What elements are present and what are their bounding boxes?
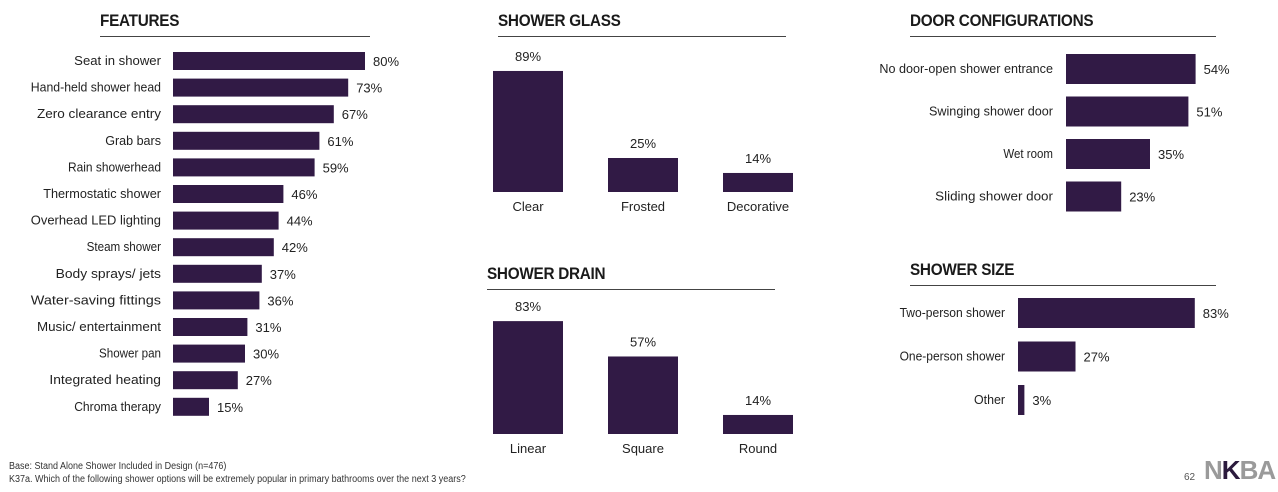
door-config-label: Swinging shower door	[929, 104, 1054, 119]
features-label: Seat in shower	[74, 53, 161, 68]
shower-size-value: 27%	[1084, 350, 1110, 365]
shower-drain-label: Square	[622, 441, 664, 456]
shower-glass-title: SHOWER GLASS	[498, 11, 786, 37]
door-config-bar	[1066, 139, 1150, 169]
features-bar	[173, 78, 349, 97]
shower-glass-label: Clear	[512, 199, 544, 214]
features-bar	[173, 131, 320, 150]
features-label: Rain showerhead	[68, 159, 161, 174]
features-value: 67%	[342, 107, 368, 122]
features-title: FEATURES	[100, 11, 370, 37]
logo-ba: BA	[1239, 455, 1277, 485]
features-value: 73%	[356, 81, 382, 96]
features-value: 44%	[287, 214, 313, 229]
door-config-bar	[1066, 96, 1189, 127]
shower-size-label: One-person shower	[900, 349, 1006, 364]
features-label: Steam shower	[87, 239, 162, 254]
footer-question-note: K37a. Which of the following shower opti…	[9, 474, 466, 485]
door-config-bar	[1066, 181, 1122, 212]
features-bar	[173, 344, 245, 363]
features-value: 15%	[217, 400, 243, 415]
door-config-value: 23%	[1129, 190, 1155, 205]
shower-drain-bar	[608, 356, 678, 434]
features-value: 42%	[282, 240, 308, 255]
shower-glass-bar	[723, 172, 793, 192]
shower-size-value: 3%	[1032, 393, 1051, 408]
features-value: 27%	[246, 373, 272, 388]
features-bar	[173, 397, 209, 416]
features-bar	[173, 238, 274, 257]
shower-size-bar	[1018, 385, 1025, 415]
features-bar	[173, 211, 279, 230]
features-value: 30%	[253, 347, 279, 362]
features-label: Zero clearance entry	[37, 106, 162, 121]
features-value: 37%	[270, 267, 296, 282]
shower-glass-label: Frosted	[621, 199, 665, 214]
features-value: 46%	[291, 187, 317, 202]
features-label: Music/ entertainment	[37, 319, 161, 334]
door-config-label: Wet room	[1003, 146, 1053, 161]
features-bar	[173, 185, 284, 203]
shower-drain-label: Round	[739, 441, 777, 456]
features-label: Body sprays/ jets	[56, 266, 162, 281]
features-label: Chroma therapy	[74, 399, 161, 414]
shower-drain-value: 57%	[630, 334, 656, 349]
shower-glass-value: 89%	[515, 49, 541, 64]
door-config-bar	[1066, 54, 1196, 84]
shower-drain-value: 83%	[515, 299, 541, 314]
features-bar	[173, 105, 334, 124]
shower-size-bar	[1018, 341, 1076, 372]
door-config-value: 54%	[1204, 62, 1230, 77]
features-bar	[173, 318, 248, 336]
shower-drain-bar	[493, 321, 563, 434]
shower-size-value: 83%	[1203, 306, 1229, 321]
shower-glass-value: 25%	[630, 136, 656, 151]
features-value: 59%	[323, 160, 349, 175]
features-value: 31%	[255, 320, 281, 335]
shower-drain-label: Linear	[510, 441, 547, 456]
features-bar	[173, 371, 238, 390]
shower-drain-title: SHOWER DRAIN	[487, 264, 775, 290]
features-bar	[173, 291, 260, 310]
features-label: Shower pan	[99, 346, 161, 361]
shower-glass-label: Decorative	[727, 199, 789, 214]
shower-glass-value: 14%	[745, 151, 771, 166]
features-value: 36%	[267, 293, 293, 308]
features-label: Hand-held shower head	[31, 80, 161, 95]
shower-size-label: Other	[974, 392, 1006, 407]
features-bar	[173, 264, 262, 283]
features-value: 61%	[327, 134, 353, 149]
door-config-label: No door-open shower entrance	[879, 61, 1053, 76]
shower-size-title: SHOWER SIZE	[910, 260, 1216, 286]
features-label: Integrated heating	[49, 372, 161, 387]
features-label: Thermostatic shower	[43, 186, 161, 201]
shower-size-bar	[1018, 298, 1195, 328]
shower-drain-value: 14%	[745, 393, 771, 408]
features-bar	[173, 52, 365, 70]
page-number: 62	[1184, 472, 1196, 483]
nkba-logo: NKBA	[1204, 455, 1277, 486]
door-config-value: 35%	[1158, 147, 1184, 162]
features-value: 80%	[373, 54, 399, 69]
shower-size-label: Two-person shower	[900, 305, 1006, 320]
shower-drain-bar	[723, 414, 793, 434]
features-label: Water-saving fittings	[31, 292, 162, 307]
door-configurations-title: DOOR CONFIGURATIONS	[910, 11, 1216, 37]
features-bar	[173, 158, 315, 177]
logo-n: N	[1204, 455, 1223, 485]
logo-k: K	[1221, 455, 1241, 485]
door-config-value: 51%	[1196, 105, 1222, 120]
door-config-label: Sliding shower door	[935, 189, 1053, 204]
shower-glass-bar	[608, 158, 678, 192]
shower-glass-bar	[493, 70, 563, 192]
features-label: Overhead LED lighting	[31, 213, 161, 228]
features-label: Grab bars	[105, 133, 161, 148]
footer-base-note: Base: Stand Alone Shower Included in Des…	[9, 461, 227, 472]
